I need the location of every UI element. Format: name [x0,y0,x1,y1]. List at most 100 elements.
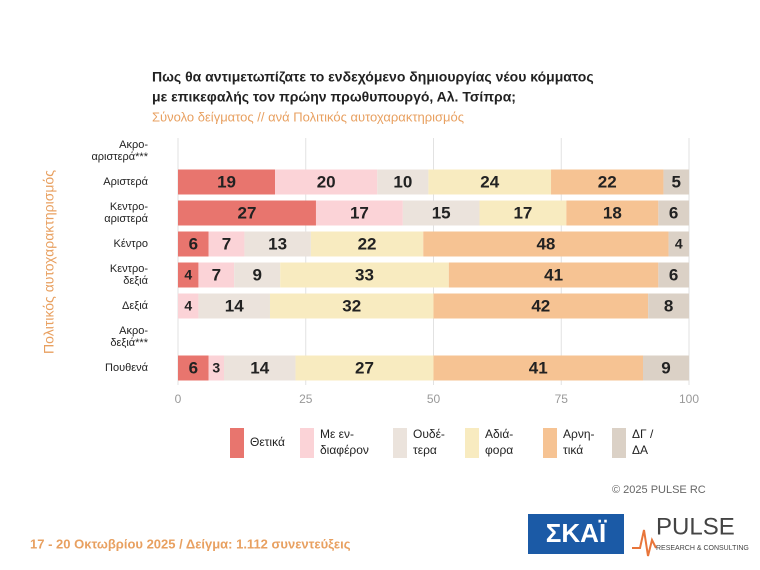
value-label: 4 [184,298,192,314]
legend-label: Ουδέ- [413,427,445,441]
bar-segment [178,200,316,226]
category-label: Κεντρο- [110,201,148,213]
legend-swatch [300,428,314,458]
category-label: Κέντρο [114,238,148,250]
category-label: αριστερά*** [91,151,148,163]
value-label: 9 [661,358,670,377]
chart-title: με επικεφαλής τον πρώην πρωθυπουργό, Αλ.… [152,89,516,105]
x-tick-label: 0 [175,392,182,406]
category-label: αριστερά [104,213,148,225]
bar-segment [178,169,276,195]
legend-label: τερα [413,443,437,457]
bar-segment [428,169,552,195]
bar-segment [198,293,270,319]
bar-segment [479,200,567,226]
value-label: 6 [669,265,678,284]
category-label: Ακρο- [119,325,148,337]
chart-title: Πως θα αντιμετωπίζατε το ενδεχόμενο δημι… [152,69,594,85]
bar-segment [310,231,424,257]
legend-swatch [230,428,244,458]
legend-swatch [543,428,557,458]
bar-segment [377,169,429,195]
x-tick-label: 25 [299,392,313,406]
bar-segment [315,200,403,226]
value-label: 27 [238,203,257,222]
bar-segment [234,262,281,288]
legend-label: Θετικά [250,435,285,449]
y-axis-label: Πολιτικός αυτοχαρακτηρισμός [41,170,57,354]
legend-label: ΔΓ / [632,427,654,441]
value-label: 14 [250,358,269,377]
value-label: 20 [317,172,336,191]
value-label: 33 [355,265,374,284]
bar-segment [402,200,480,226]
bar-segment [269,293,434,319]
legend-swatch [393,428,407,458]
legend-label: διαφέρον [320,443,369,457]
legend-label: Αρνη- [563,427,595,441]
bar-segment [668,231,689,257]
bar-segment [178,355,209,381]
value-label: 15 [432,203,451,222]
category-label: Κεντρο- [110,263,148,275]
category-label: Ακρο- [119,139,148,151]
value-label: 32 [342,296,361,315]
value-label: 5 [671,172,680,191]
category-label: Πουθενά [105,362,149,374]
legend-label: ΔΑ [632,443,648,457]
value-label: 14 [225,296,244,315]
skai-logo: ΣΚΑΪ [546,518,607,548]
value-label: 9 [252,265,261,284]
bar-segment [244,231,311,257]
value-label: 6 [189,358,198,377]
bar-segment [178,231,209,257]
bar-segment [295,355,434,381]
value-label: 17 [350,203,369,222]
value-label: 24 [480,172,499,191]
value-label: 4 [675,236,683,252]
bar-segment [566,200,659,226]
bar-segment [223,355,296,381]
value-label: 13 [268,234,287,253]
bar-segment [643,355,689,381]
category-label: δεξιά*** [110,337,148,349]
value-label: 27 [355,358,374,377]
value-label: 22 [598,172,617,191]
legend-label: Με εν- [320,427,354,441]
bar-segment [280,262,449,288]
value-label: 7 [222,234,231,253]
bar-segment [178,293,199,319]
value-label: 41 [544,265,563,284]
legend-label: φορα [485,443,513,457]
value-label: 42 [531,296,550,315]
value-label: 22 [358,234,377,253]
bar-segment [433,293,649,319]
bar-segment [423,231,669,257]
x-tick-label: 50 [427,392,441,406]
x-tick-label: 75 [555,392,569,406]
legend-label: Αδιά- [485,427,513,441]
pulse-logo: PULSE [656,513,735,540]
legend-label: τικά [563,443,583,457]
footer: 17 - 20 Οκτωβρίου 2025 / Δείγμα: 1.112 σ… [30,536,351,551]
skai-logo-bg [528,514,624,554]
value-label: 7 [212,265,221,284]
value-label: 41 [529,358,548,377]
value-label: 6 [669,203,678,222]
legend-swatch [612,428,626,458]
bar-segment [208,231,245,257]
value-label: 8 [664,296,673,315]
value-label: 19 [217,172,236,191]
chart-subtitle: Σύνολο δείγματος // ανά Πολιτικός αυτοχα… [152,109,464,124]
bar-segment [275,169,378,195]
x-tick-label: 100 [679,392,699,406]
value-label: 4 [184,267,192,283]
bar-segment [178,262,199,288]
category-label: δεξιά [123,275,148,287]
category-label: Αριστερά [103,176,148,188]
bar-segment [663,169,689,195]
value-label: 6 [189,234,198,253]
value-label: 18 [603,203,622,222]
bar-segment [658,200,689,226]
